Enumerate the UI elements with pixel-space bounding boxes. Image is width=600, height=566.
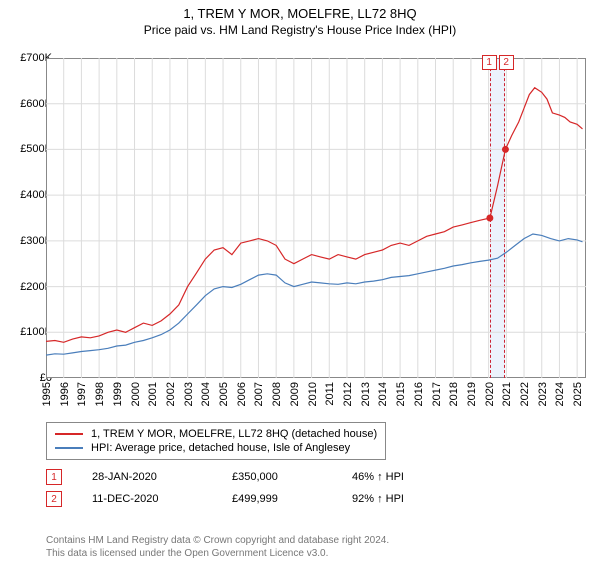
x-tick-label: 2005 <box>218 382 230 406</box>
x-tick-label: 1999 <box>112 382 124 406</box>
marker-number-box: 2 <box>46 491 62 507</box>
marker-price: £499,999 <box>232 493 322 505</box>
x-tick-label: 2017 <box>431 382 443 406</box>
x-tick-label: 2009 <box>289 382 301 406</box>
chart-area: 12 <box>46 58 586 378</box>
x-tick-label: 2018 <box>448 382 460 406</box>
legend-swatch <box>55 433 83 435</box>
legend-row: 1, TREM Y MOR, MOELFRE, LL72 8HQ (detach… <box>55 427 377 441</box>
legend-label: HPI: Average price, detached house, Isle… <box>91 442 350 454</box>
x-tick-label: 2007 <box>253 382 265 406</box>
legend-swatch <box>55 447 83 449</box>
x-tick-label: 2020 <box>484 382 496 406</box>
x-tick-label: 2013 <box>360 382 372 406</box>
marker-hpi: 46% ↑ HPI <box>352 471 442 483</box>
x-tick-label: 2014 <box>377 382 389 406</box>
marker-price: £350,000 <box>232 471 322 483</box>
marker-data-row: 1 28-JAN-2020 £350,000 46% ↑ HPI <box>46 466 442 488</box>
x-tick-label: 1996 <box>59 382 71 406</box>
footer-line-1: Contains HM Land Registry data © Crown c… <box>46 534 389 547</box>
x-tick-label: 1995 <box>41 382 53 406</box>
x-tick-label: 2024 <box>554 382 566 406</box>
x-tick-label: 2002 <box>165 382 177 406</box>
footer-license: Contains HM Land Registry data © Crown c… <box>46 534 389 560</box>
x-tick-label: 2010 <box>307 382 319 406</box>
legend-label: 1, TREM Y MOR, MOELFRE, LL72 8HQ (detach… <box>91 428 377 440</box>
x-tick-label: 2025 <box>572 382 584 406</box>
marker-number-box: 1 <box>46 469 62 485</box>
marker-hpi: 92% ↑ HPI <box>352 493 442 505</box>
x-tick-label: 2016 <box>413 382 425 406</box>
x-tick-label: 2011 <box>324 382 336 406</box>
x-tick-label: 2001 <box>147 382 159 406</box>
marker-callout-box: 2 <box>499 55 514 70</box>
marker-data-row: 2 11-DEC-2020 £499,999 92% ↑ HPI <box>46 488 442 510</box>
x-tick-label: 1998 <box>94 382 106 406</box>
x-tick-label: 2003 <box>183 382 195 406</box>
x-tick-label: 2008 <box>271 382 283 406</box>
x-tick-label: 2015 <box>395 382 407 406</box>
x-tick-label: 2019 <box>466 382 478 406</box>
x-tick-label: 1997 <box>76 382 88 406</box>
marker-callout-box: 1 <box>482 55 497 70</box>
x-tick-label: 2021 <box>501 382 513 406</box>
marker-date: 28-JAN-2020 <box>92 471 202 483</box>
x-tick-label: 2012 <box>342 382 354 406</box>
series-legend: 1, TREM Y MOR, MOELFRE, LL72 8HQ (detach… <box>46 422 386 460</box>
legend-row: HPI: Average price, detached house, Isle… <box>55 441 377 455</box>
chart-subtitle: Price paid vs. HM Land Registry's House … <box>0 23 600 37</box>
x-tick-label: 2004 <box>200 382 212 406</box>
x-tick-label: 2000 <box>130 382 142 406</box>
marker-date: 11-DEC-2020 <box>92 493 202 505</box>
line-chart <box>46 58 586 378</box>
marker-data-rows: 1 28-JAN-2020 £350,000 46% ↑ HPI 2 11-DEC-202… <box>46 466 442 510</box>
footer-line-2: This data is licensed under the Open Gov… <box>46 547 389 560</box>
x-tick-label: 2006 <box>236 382 248 406</box>
x-tick-label: 2022 <box>519 382 531 406</box>
chart-title: 1, TREM Y MOR, MOELFRE, LL72 8HQ <box>0 6 600 21</box>
x-tick-label: 2023 <box>537 382 549 406</box>
